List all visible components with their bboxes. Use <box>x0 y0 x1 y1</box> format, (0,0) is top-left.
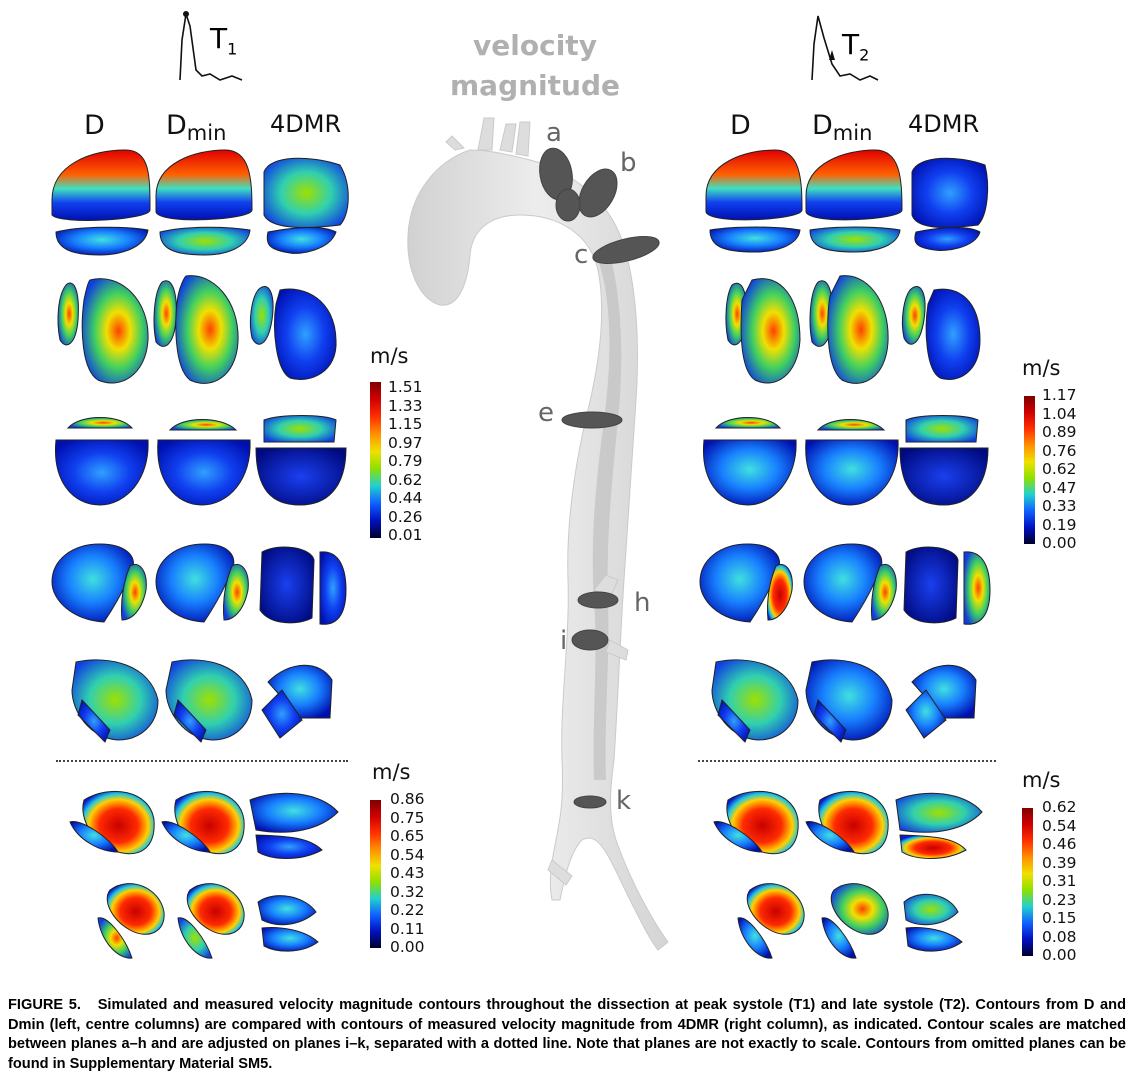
contour-right-row5 <box>711 659 977 743</box>
contour-right-row6 <box>713 790 983 859</box>
colorbar-t2-lower <box>1022 808 1033 956</box>
plane-label-b: b <box>620 148 637 178</box>
plane-label-a: a <box>546 118 562 148</box>
contour-left-row5 <box>71 659 333 743</box>
contour-right-row2 <box>725 275 981 384</box>
contour-left-row2 <box>57 275 337 384</box>
colorbar-t2-upper <box>1024 396 1035 544</box>
unit-t1-lower: m/s <box>372 760 411 784</box>
separator-left <box>56 760 348 762</box>
right-col-d: D <box>730 110 751 141</box>
contour-right-row3 <box>702 415 989 506</box>
center-title: velocity magnitude <box>450 29 620 102</box>
caption-text: Simulated and measured velocity magnitud… <box>8 997 1126 1072</box>
plane-label-k: k <box>616 786 632 816</box>
plane-label-e: e <box>538 398 554 428</box>
left-col-d: D <box>84 110 105 141</box>
contour-left-row6 <box>69 790 339 859</box>
contour-right-row4 <box>699 543 991 625</box>
caption-label: FIGURE 5. <box>8 997 81 1013</box>
right-col-dmin: Dmin <box>812 110 873 145</box>
contour-right-row7 <box>737 883 963 959</box>
contour-left-row7 <box>97 883 319 959</box>
contour-left-row3 <box>54 415 347 506</box>
unit-t2-lower: m/s <box>1022 768 1061 792</box>
ticks-t2-upper: 1.17 1.04 0.89 0.76 0.62 0.47 0.33 0.19 0.00 <box>1042 386 1077 552</box>
right-col-4dmr: 4DMR <box>908 110 980 138</box>
waveform-t1-icon <box>179 11 243 81</box>
plane-label-h: h <box>634 588 651 618</box>
contour-right-row1 <box>705 149 989 253</box>
ticks-t2-lower: 0.62 0.54 0.46 0.39 0.31 0.23 0.15 0.08 0.00 <box>1042 798 1077 964</box>
ticks-t1-upper: 1.51 1.33 1.15 0.97 0.79 0.62 0.44 0.26 0.01 <box>388 378 423 544</box>
colorbar-t1-upper <box>370 382 381 538</box>
plane-label-c: c <box>574 240 589 270</box>
t1-label: T1 <box>210 22 238 59</box>
plane-label-i: i <box>560 626 568 656</box>
contour-left-row1 <box>51 149 349 256</box>
t2-label: T2 <box>842 28 870 65</box>
cutting-planes <box>539 147 660 809</box>
waveform-t2-icon <box>811 15 879 81</box>
contour-left-row4 <box>51 543 347 625</box>
colorbar-t1-lower <box>370 800 381 948</box>
unit-t2-upper: m/s <box>1022 356 1061 380</box>
figure-caption: FIGURE 5. Simulated and measured velocit… <box>8 996 1126 1074</box>
separator-right <box>698 760 996 762</box>
left-col-4dmr: 4DMR <box>270 110 342 138</box>
left-col-dmin: Dmin <box>166 110 227 145</box>
unit-t1-upper: m/s <box>370 344 409 368</box>
ticks-t1-lower: 0.86 0.75 0.65 0.54 0.43 0.32 0.22 0.11 0.00 <box>390 790 425 956</box>
